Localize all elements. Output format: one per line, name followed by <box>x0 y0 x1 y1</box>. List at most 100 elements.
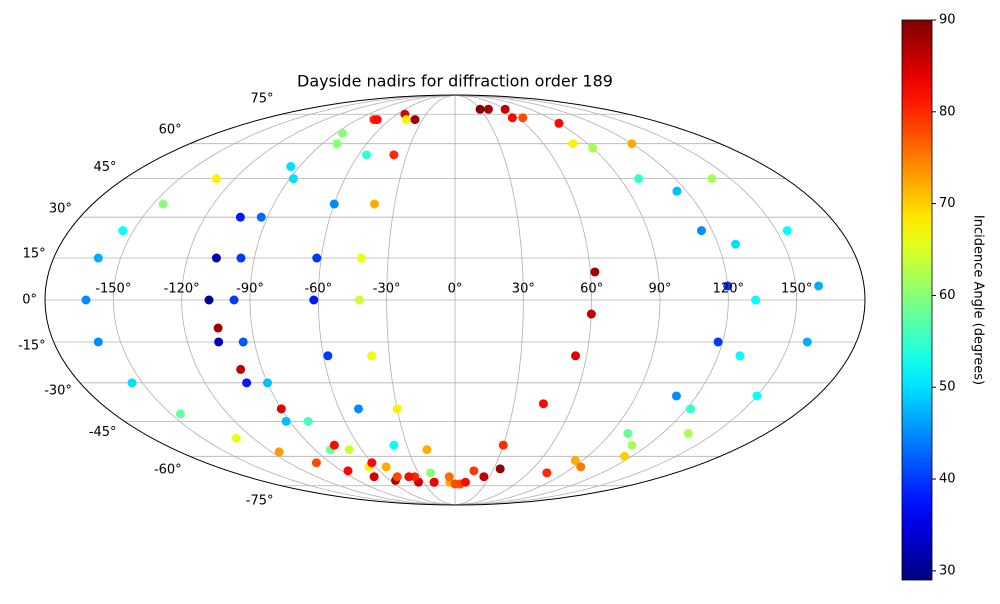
scatter-point <box>401 115 411 125</box>
scatter-point <box>538 399 548 409</box>
y-tick-label: -75° <box>246 494 274 509</box>
scatter-point <box>214 337 224 347</box>
scatter-point <box>475 104 485 114</box>
scatter-point <box>671 391 681 401</box>
chart-title: Dayside nadirs for diffraction order 189 <box>297 72 613 91</box>
colorbar-tick-label: 60 <box>939 288 956 303</box>
x-tick-label: -120° <box>164 282 200 297</box>
scatter-point <box>238 337 248 347</box>
scatter-point <box>568 139 578 149</box>
scatter-point <box>309 295 319 305</box>
scatter-point <box>286 162 296 172</box>
scatter-point <box>392 472 402 482</box>
x-tick-label: -60° <box>304 282 332 297</box>
scatter-point <box>576 462 586 472</box>
scatter-point <box>498 440 508 450</box>
scatter-point <box>426 468 436 478</box>
scatter-point <box>211 174 221 184</box>
scatter-point <box>236 364 246 374</box>
scatter-point <box>369 199 379 209</box>
scatter-point <box>344 445 354 455</box>
lon-grid-line <box>454 94 524 506</box>
scatter-point <box>389 440 399 450</box>
scatter-point <box>500 104 510 114</box>
scatter-point <box>627 440 637 450</box>
scatter-point <box>483 104 493 114</box>
x-tick-label: 60° <box>580 282 603 297</box>
scatter-point <box>211 253 221 263</box>
colorbar-tick-label: 50 <box>939 380 956 395</box>
scatter-point <box>507 113 517 123</box>
scatter-point <box>332 139 342 149</box>
y-tick-label: 15° <box>23 246 46 261</box>
scatter-point <box>231 433 241 443</box>
scatter-point <box>814 281 824 291</box>
y-tick-label: 45° <box>94 160 117 175</box>
lon-grid-line <box>317 94 456 506</box>
scatter-point <box>422 445 432 455</box>
x-tick-label: 30° <box>512 282 535 297</box>
scatter-point <box>542 468 552 478</box>
scatter-point <box>353 404 363 414</box>
colorbar-tick-label: 40 <box>939 472 956 487</box>
x-tick-label: 90° <box>648 282 671 297</box>
scatter-point <box>554 118 564 128</box>
scatter-point <box>590 267 600 277</box>
scatter-point <box>620 451 630 461</box>
scatter-point <box>410 115 420 125</box>
scatter-point <box>479 472 489 482</box>
scatter-point <box>588 143 598 153</box>
lon-grid-line <box>386 94 456 506</box>
scatter-point <box>213 323 223 333</box>
scatter-point <box>389 150 399 160</box>
scatter-point <box>288 174 298 184</box>
scatter-point <box>802 337 812 347</box>
colorbar-tick-label: 90 <box>939 13 956 28</box>
scatter-point <box>450 479 460 489</box>
scatter-point <box>127 378 137 388</box>
scatter-point <box>381 462 391 472</box>
scatter-point <box>93 337 103 347</box>
scatter-point <box>685 404 695 414</box>
y-tick-label: 75° <box>250 91 273 106</box>
x-tick-label: 0° <box>448 282 463 297</box>
scatter-point <box>312 253 322 263</box>
scatter-point <box>118 226 128 236</box>
scatter-point <box>323 351 333 361</box>
scatter-point <box>235 212 245 222</box>
scatter-point <box>469 466 479 476</box>
scatter-point <box>731 239 741 249</box>
x-tick-label: -90° <box>236 282 264 297</box>
lon-grid-line <box>454 94 798 506</box>
scatter-point <box>735 351 745 361</box>
scatter-point <box>229 295 239 305</box>
lon-grid-line <box>112 94 456 506</box>
x-tick-label: -150° <box>95 282 131 297</box>
scatter-point <box>367 351 377 361</box>
lon-grid-line <box>454 94 593 506</box>
lon-grid-line <box>249 94 456 506</box>
scatter-point <box>696 226 706 236</box>
scatter-point <box>175 409 185 419</box>
scatter-point <box>367 458 377 468</box>
scatter-point <box>460 477 470 487</box>
scatter-point <box>343 466 353 476</box>
scatter-point <box>242 378 252 388</box>
scatter-point <box>372 115 382 125</box>
scatter-point <box>93 253 103 263</box>
scatter-point <box>444 472 454 482</box>
scatter-point <box>683 428 693 438</box>
scatter-point <box>354 295 364 305</box>
scatter-point <box>404 472 414 482</box>
scatter-point <box>570 456 580 466</box>
y-tick-label: -60° <box>154 463 182 478</box>
scatter-point <box>362 150 372 160</box>
scatter-point <box>329 199 339 209</box>
scatter-point <box>782 226 792 236</box>
scatter-point <box>303 416 313 426</box>
colorbar-tick-label: 70 <box>939 196 956 211</box>
scatter-point <box>518 113 528 123</box>
scatter-point <box>256 212 266 222</box>
scatter-point <box>236 253 246 263</box>
